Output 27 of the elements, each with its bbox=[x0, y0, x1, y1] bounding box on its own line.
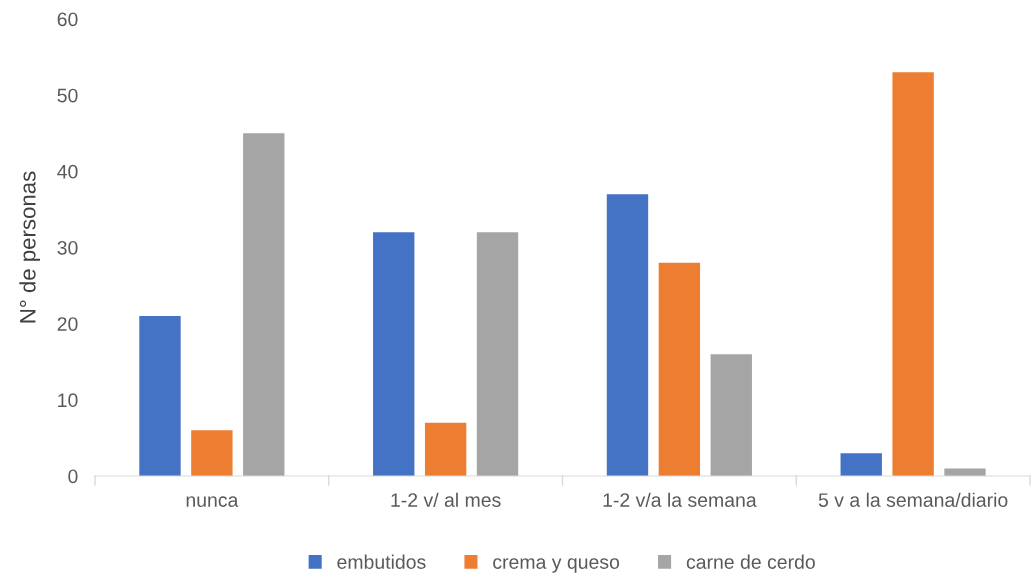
x-tick-label: 1-2 v/a la semana bbox=[603, 492, 757, 507]
legend-label: crema y queso bbox=[493, 558, 620, 573]
x-tick-label: nunca bbox=[186, 496, 239, 507]
bar bbox=[139, 316, 181, 476]
bar bbox=[710, 354, 752, 476]
bar bbox=[373, 232, 415, 476]
y-tick-label: 0 bbox=[68, 469, 78, 484]
bar bbox=[658, 262, 701, 476]
legend-label: carne de cerdo bbox=[686, 554, 815, 569]
y-tick-label: 10 bbox=[58, 393, 78, 408]
y-axis-title: N° de personas bbox=[19, 171, 41, 323]
bar bbox=[243, 133, 285, 476]
x-tick-label: 5 v a la semana/diario bbox=[818, 492, 1008, 507]
y-tick-label: 20 bbox=[57, 317, 78, 331]
bar bbox=[840, 453, 882, 476]
bar bbox=[191, 430, 233, 476]
x-tick-label: 1-2 v/ al mes bbox=[391, 492, 501, 507]
y-tick-label: 60 bbox=[57, 12, 78, 27]
y-tick-label: 30 bbox=[57, 240, 78, 255]
bar bbox=[892, 72, 934, 476]
bar bbox=[606, 194, 649, 476]
legend-label: embutidos bbox=[337, 554, 426, 569]
y-tick-label: 40 bbox=[57, 164, 78, 179]
y-tick-label: 50 bbox=[57, 88, 78, 103]
bar bbox=[944, 468, 986, 476]
bar bbox=[476, 232, 519, 476]
bar bbox=[424, 422, 467, 476]
